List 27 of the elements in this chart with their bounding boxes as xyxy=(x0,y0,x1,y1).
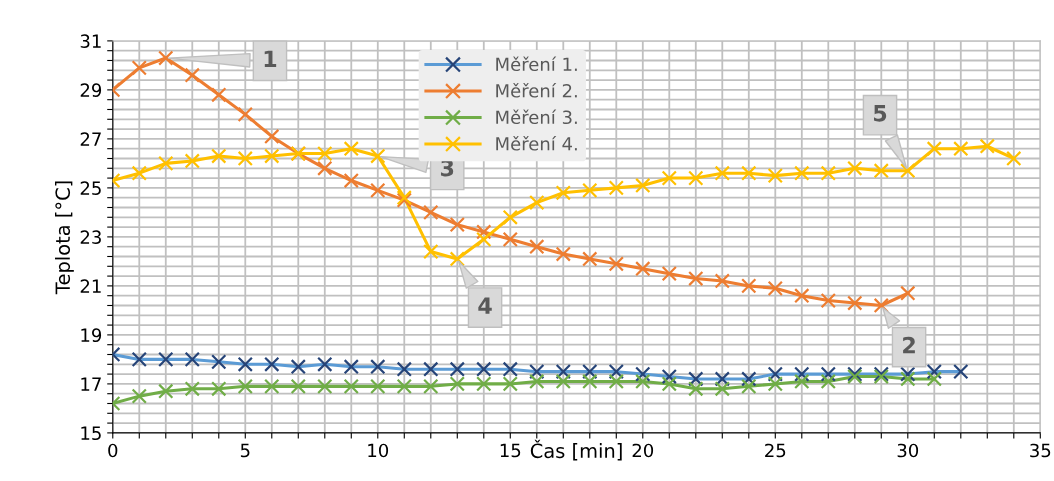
y-tick-label: 31 xyxy=(80,34,101,48)
legend-label: Měření 3. xyxy=(496,109,577,125)
x-tick-label: 25 xyxy=(765,443,786,458)
y-tick-label: 23 xyxy=(80,230,101,245)
x-tick-label: 30 xyxy=(897,443,919,458)
legend-label: Měření 1. xyxy=(496,56,577,72)
y-tick-label: 15 xyxy=(81,426,101,441)
y-tick-label: 19 xyxy=(81,328,102,343)
legend-label: Měření 4. xyxy=(496,135,577,151)
annotation: 1 xyxy=(264,50,277,67)
x-tick-label: 35 xyxy=(1030,443,1051,458)
y-tick-label: 25 xyxy=(80,181,101,196)
legend-label: Měření 2. xyxy=(496,82,577,98)
x-tick-label: 0 xyxy=(108,443,118,458)
y-tick-label: 21 xyxy=(80,279,101,293)
x-tick-label: 15 xyxy=(500,443,521,458)
y-axis-title: Teplota [°C] xyxy=(55,181,74,295)
annotation: 5 xyxy=(874,105,887,122)
annotation: 2 xyxy=(903,336,915,354)
y-tick-label: 17 xyxy=(81,377,101,391)
y-tick-label: 27 xyxy=(80,132,101,146)
x-axis-title: Čas [min] xyxy=(530,439,622,461)
x-tick-label: 20 xyxy=(632,443,654,458)
x-tick-label: 5 xyxy=(240,443,250,458)
annotation: 4 xyxy=(478,297,492,314)
y-tick-label: 29 xyxy=(80,83,102,97)
x-tick-label: 10 xyxy=(368,443,389,458)
